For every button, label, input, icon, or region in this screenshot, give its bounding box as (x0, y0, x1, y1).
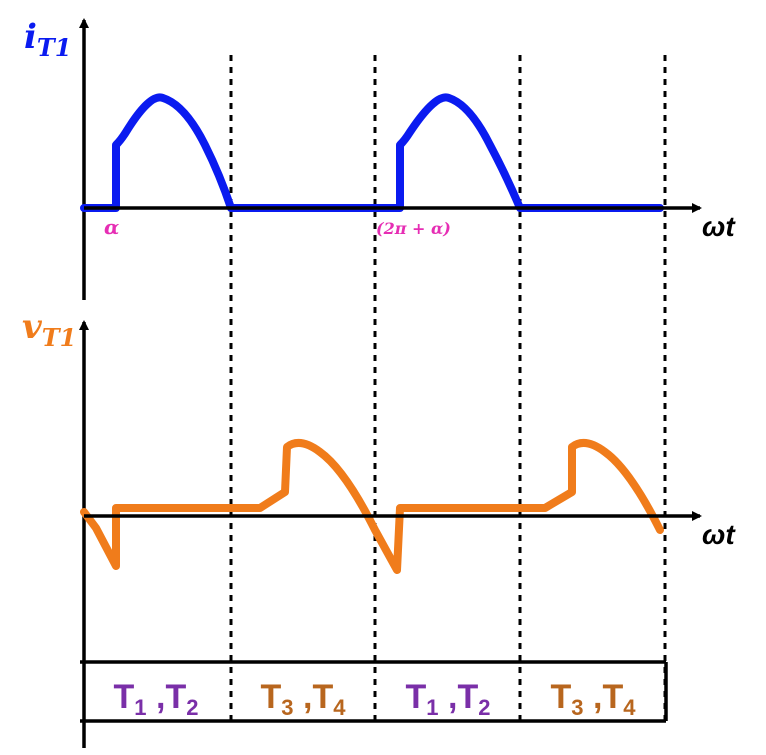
conducting-pair-label: T1 ,T2 (406, 678, 491, 720)
alpha-label: α (104, 215, 119, 239)
voltage-x-label: ωt (702, 519, 736, 550)
period-separators (229, 55, 667, 722)
voltage-y-label: vT1 (22, 307, 76, 352)
current-plot: iT1 ωt α (2π + α) (24, 17, 736, 300)
conducting-pair-label: T3 ,T4 (261, 678, 347, 720)
voltage-waveform (80, 439, 664, 574)
voltage-plot: vT1 ωt (22, 307, 736, 748)
two-pi-plus-alpha-label: (2π + α) (376, 219, 451, 238)
current-y-label: iT1 (24, 17, 71, 62)
current-x-label: ωt (702, 211, 736, 242)
conducting-pair-label: T1 ,T2 (114, 678, 199, 720)
conducting-pair-label: T3 ,T4 (551, 678, 637, 720)
current-waveform (80, 93, 664, 212)
conduction-table: T1 ,T2 T3 ,T4 T1 ,T2 T3 ,T4 (80, 660, 668, 723)
